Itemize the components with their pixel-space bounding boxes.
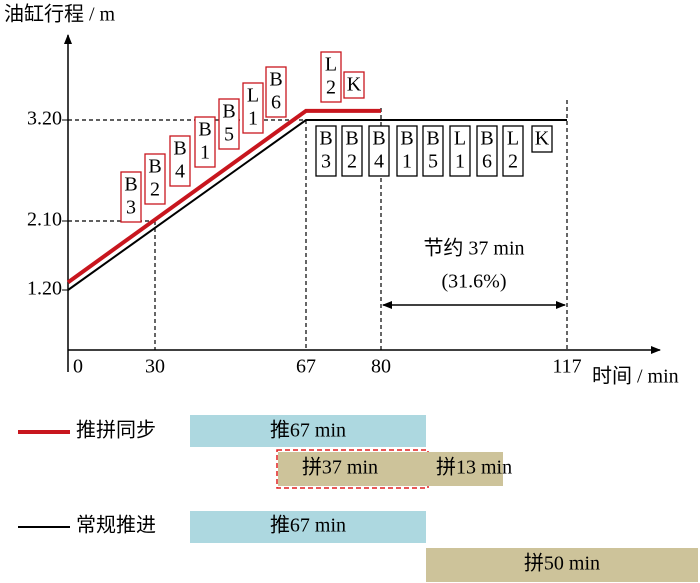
x-tick-label: 0 [73,356,83,378]
box-label: 4 [374,151,384,173]
box-label: B [124,174,137,196]
box-label: L [247,85,259,107]
box-label: 1 [200,142,210,164]
box-label: B [198,119,211,141]
box-label: 2 [508,151,518,173]
box-label: B [173,138,186,160]
x-tick-label: 67 [296,356,316,378]
box-label-frame [396,125,418,177]
box-label: 3 [126,197,136,219]
y-tick-label: 1.20 [27,278,62,300]
box-label: 4 [175,161,185,183]
box-label: K [535,128,550,150]
y-tick-label: 2.10 [27,209,62,231]
box-label: L [325,54,337,76]
timeline-label: 拼13 min [436,456,512,479]
box-label: B [319,128,332,150]
y-tick-label: 3.20 [27,108,62,130]
box-label: B [372,128,385,150]
box-label: 2 [150,179,160,201]
box-label: B [222,101,235,123]
box-label: 1 [248,108,258,130]
legend-label: 常规推进 [76,514,156,537]
legend-label: 推拼同步 [76,419,156,442]
box-label-frame [194,116,216,168]
box-label-frame [422,125,444,177]
box-label-frame [502,125,524,177]
timeline-label: 拼50 min [524,552,600,575]
timeline-bar [190,415,426,447]
timeline-label: 拼37 min [302,456,378,479]
timeline-bar [278,452,426,486]
box-label: L [454,128,466,150]
box-label: B [400,128,413,150]
x-tick-label: 30 [145,356,165,378]
box-label-frame [315,125,337,177]
y-axis-label: 油缸行程 / m [4,3,116,26]
box-label: 2 [347,151,357,173]
box-label-frame [242,82,264,134]
box-label-frame [531,125,553,153]
box-label: B [148,156,161,178]
box-label: B [345,128,358,150]
timeline-label: 推67 min [270,514,346,537]
box-label-frame [341,125,363,177]
x-tick-label: 117 [552,356,581,378]
box-label-frame [120,171,142,223]
series-line [66,108,381,284]
timeline-bar [426,548,698,582]
box-label: 3 [321,151,331,173]
box-label-frame [144,153,166,205]
box-label: B [480,128,493,150]
box-label-frame [265,66,287,118]
timeline-bar [190,511,426,543]
box-label: K [347,74,362,96]
box-label: 5 [428,151,438,173]
timeline-label: 推67 min [270,419,346,442]
annotation: (31.6%) [442,271,507,293]
box-label: L [507,128,519,150]
box-label-frame [449,125,471,177]
box-label-frame [169,135,191,187]
box-label-frame [343,71,365,99]
box-label-frame [218,98,240,150]
x-tick-label: 80 [371,356,391,378]
box-label: 6 [482,151,492,173]
series-line [67,119,567,291]
box-label: 2 [326,77,336,99]
box-label: B [426,128,439,150]
box-label-frame [476,125,498,177]
annotation: 节约 37 min [423,237,524,260]
x-axis-label: 时间 / min [592,365,679,388]
timeline-bar [426,452,503,486]
box-label-frame [368,125,390,177]
box-label: 6 [271,92,281,114]
box-label: 1 [402,151,412,173]
box-label: 5 [224,124,234,146]
box-label-frame [320,51,342,103]
box-label: 1 [455,151,465,173]
box-label: B [269,69,282,91]
